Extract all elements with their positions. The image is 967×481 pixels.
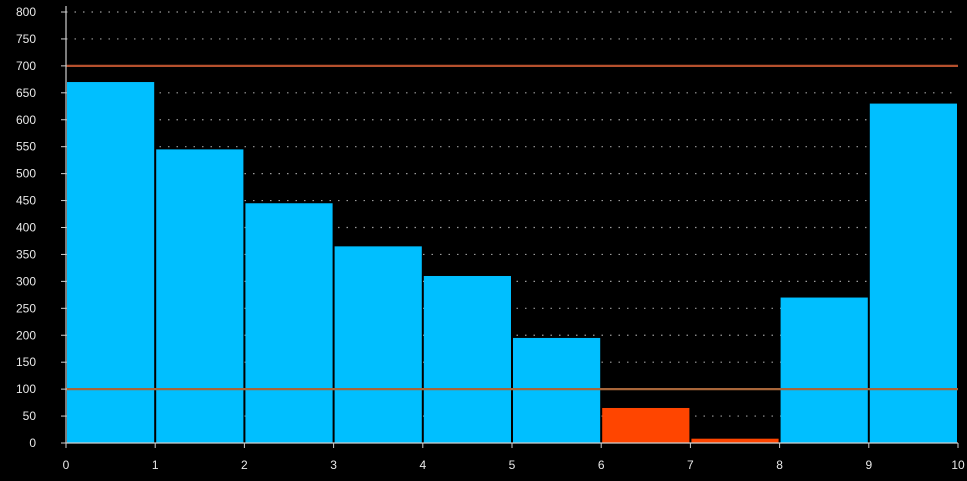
y-tick-label-50: 50 xyxy=(23,409,37,423)
reference-lines xyxy=(66,64,958,391)
x-tick-label-3: 3 xyxy=(330,458,337,472)
y-tick-label-300: 300 xyxy=(16,274,36,288)
bar-8-9 xyxy=(780,297,868,443)
x-tick-label-0: 0 xyxy=(63,458,70,472)
x-tick-label-4: 4 xyxy=(419,458,426,472)
y-tick-label-400: 400 xyxy=(16,221,36,235)
y-tick-label-700: 700 xyxy=(16,59,36,73)
bar-9-10 xyxy=(869,103,957,444)
bar-0-1 xyxy=(67,82,155,443)
bar-2-3 xyxy=(245,203,333,443)
axes xyxy=(61,6,959,448)
x-tick-label-2: 2 xyxy=(241,458,248,472)
y-tick-label-450: 450 xyxy=(16,194,36,208)
y-tick-label-350: 350 xyxy=(16,247,36,261)
x-tick-label-6: 6 xyxy=(598,458,605,472)
y-tick-label-550: 550 xyxy=(16,140,36,154)
x-tick-label-8: 8 xyxy=(776,458,783,472)
y-tick-label-800: 800 xyxy=(16,5,36,19)
bars xyxy=(67,82,957,444)
bar-7-8 xyxy=(691,438,779,443)
x-tick-label-7: 7 xyxy=(687,458,694,472)
y-tick-label-750: 750 xyxy=(16,32,36,46)
x-tick-label-9: 9 xyxy=(865,458,872,472)
bar-5-6 xyxy=(513,337,601,443)
tick-labels: 0501001502002503003504004505005506006507… xyxy=(16,5,965,472)
bar-6-7 xyxy=(602,407,690,443)
y-tick-label-500: 500 xyxy=(16,167,36,181)
y-tick-label-200: 200 xyxy=(16,328,36,342)
x-tick-label-10: 10 xyxy=(951,458,965,472)
y-tick-label-0: 0 xyxy=(29,436,36,450)
y-tick-label-250: 250 xyxy=(16,301,36,315)
y-tick-label-150: 150 xyxy=(16,355,36,369)
y-tick-label-100: 100 xyxy=(16,382,36,396)
x-tick-label-1: 1 xyxy=(152,458,159,472)
y-tick-label-650: 650 xyxy=(16,86,36,100)
bar-3-4 xyxy=(334,246,422,443)
bar-1-2 xyxy=(156,149,244,443)
bar-4-5 xyxy=(423,275,511,443)
y-tick-label-600: 600 xyxy=(16,113,36,127)
x-tick-label-5: 5 xyxy=(509,458,516,472)
